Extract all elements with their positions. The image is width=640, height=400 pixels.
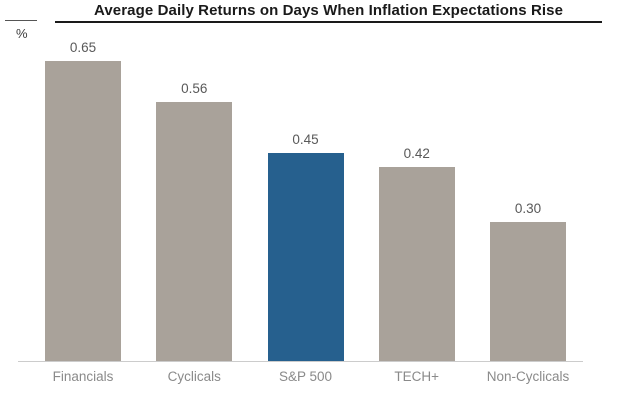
x-axis-category-label: Cyclicals xyxy=(167,369,221,384)
y-axis-unit-label: % xyxy=(16,26,28,41)
x-axis-category-label: Financials xyxy=(52,369,114,384)
bar-value-label: 0.30 xyxy=(514,201,542,216)
bar-financials xyxy=(45,61,121,361)
bar-value-label: 0.42 xyxy=(403,146,430,161)
bar-non-cyclicals xyxy=(490,222,566,361)
bar-value-label: 0.45 xyxy=(292,132,319,147)
bar-value-label: 0.65 xyxy=(69,40,97,55)
x-axis-category-label: TECH+ xyxy=(394,369,440,384)
title-left-tick-line xyxy=(5,20,37,21)
bar-s-p-500 xyxy=(267,153,344,361)
bar-cyclicals xyxy=(156,102,233,361)
x-axis-line xyxy=(18,361,583,362)
title-underline xyxy=(55,21,602,23)
x-axis-category-label: S&P 500 xyxy=(278,369,333,384)
bar-tech- xyxy=(378,167,455,361)
chart-title: Average Daily Returns on Days When Infla… xyxy=(93,2,564,19)
bar-value-label: 0.56 xyxy=(181,81,208,96)
x-axis-category-label: Non-Cyclicals xyxy=(486,369,570,384)
